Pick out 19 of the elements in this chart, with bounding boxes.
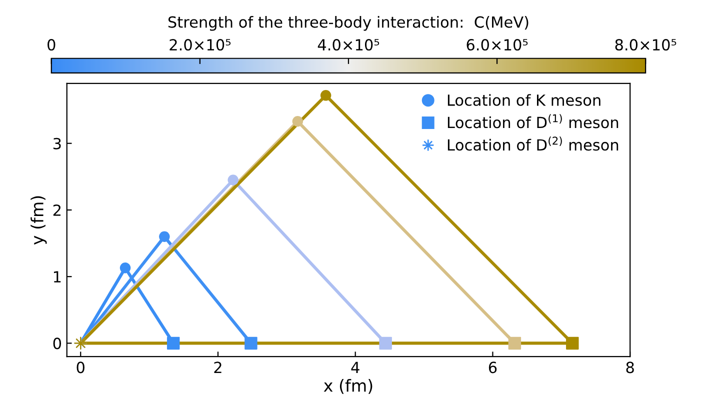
- color-bar-label: 8.0×10⁵: [615, 39, 676, 51]
- legend-label: Location of D$^{(1)}$ meson: [448, 114, 618, 128]
- y-tick-label: 2: [53, 204, 60, 216]
- x-tick-label: 6: [488, 362, 497, 374]
- x-tick-label: 8: [626, 362, 634, 374]
- color-bar-label: 6.0×10⁵: [466, 39, 528, 51]
- color-bar-title: Strength of the three-body interaction: C(MeV): [168, 16, 528, 31]
- x-tick-label: 0: [76, 362, 84, 374]
- legend-label: Location of D$^{(2)}$ meson: [448, 136, 618, 151]
- color-bar-label: 2.0×10⁵: [170, 39, 231, 51]
- x-tick-label: 2: [214, 362, 222, 374]
- color-bar-label: 4.0×10⁵: [318, 39, 380, 51]
- y-tick-label: 1: [54, 271, 61, 282]
- y-tick-label: 0: [53, 338, 62, 350]
- x-axis-title: x (fm): [324, 378, 372, 394]
- x-tick-label: 4: [351, 362, 360, 374]
- y-tick-label: 3: [53, 138, 61, 150]
- y-axis-title: y (fm): [30, 196, 47, 245]
- legend-label: Location of K meson: [448, 94, 600, 106]
